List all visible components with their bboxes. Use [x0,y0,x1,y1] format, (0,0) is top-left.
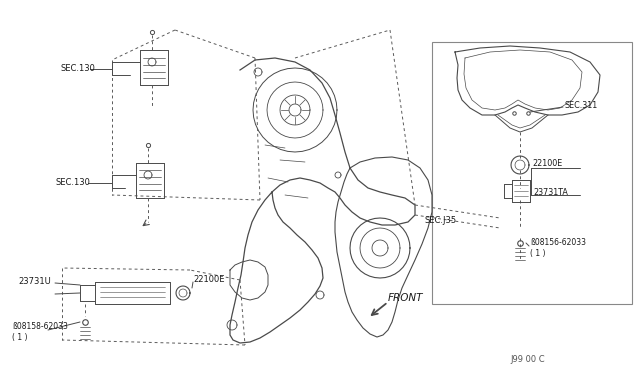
Text: FRONT: FRONT [388,293,424,303]
Text: 23731U: 23731U [18,278,51,286]
Text: SEC.J35: SEC.J35 [425,215,457,224]
Text: 22100E: 22100E [193,276,225,285]
Text: SEC.130: SEC.130 [55,177,90,186]
Text: ß08156-62033
( 1 ): ß08156-62033 ( 1 ) [530,238,586,258]
Bar [432,42,632,304]
Text: SEC.130: SEC.130 [60,64,95,73]
Text: J99 00 C: J99 00 C [510,356,545,365]
Text: ß08158-62033
( 1 ): ß08158-62033 ( 1 ) [12,322,68,342]
Text: 22100E: 22100E [532,158,563,167]
Text: SEC.311: SEC.311 [565,100,598,109]
Text: 23731TA: 23731TA [533,187,568,196]
